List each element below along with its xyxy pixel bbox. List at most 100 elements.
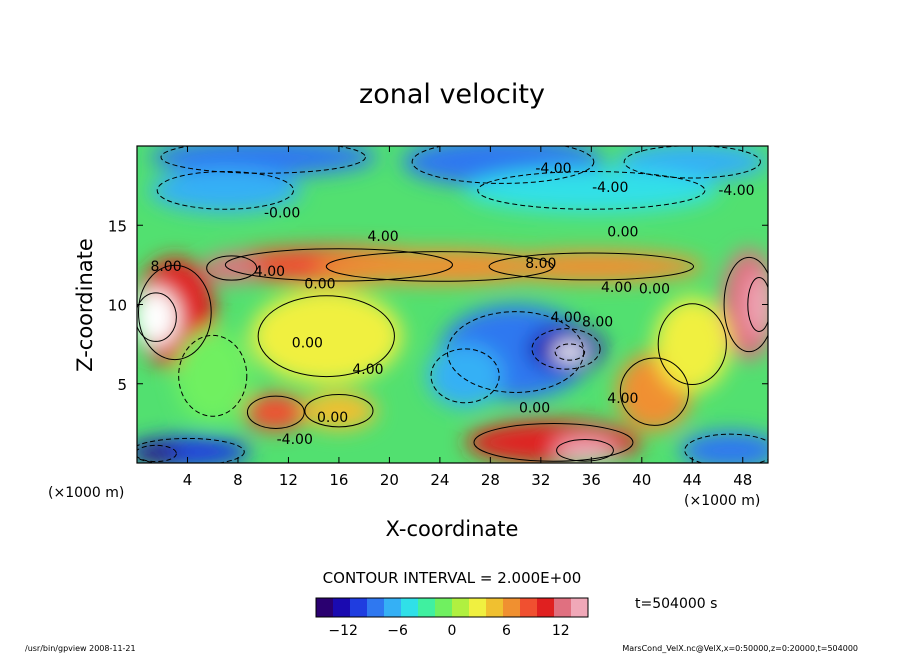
contour-line-17 (246, 395, 305, 429)
field-blob-24 (679, 431, 768, 463)
contour-line-16 (430, 348, 500, 404)
field-blob-25 (250, 288, 403, 384)
contour-label-2: -4.00 (718, 183, 754, 199)
contour-label-1: -4.00 (592, 180, 628, 196)
contour-line-27 (657, 303, 727, 386)
contour-line-4 (477, 171, 706, 210)
contour-line-21 (619, 357, 689, 426)
colorbar-cell-11 (503, 598, 521, 617)
x-tick-label-6: 28 (481, 471, 500, 489)
contour-line-1 (411, 146, 595, 184)
contour-line-3 (156, 171, 294, 210)
contour-line-11 (723, 256, 768, 353)
colorbar-tick-label-0: −12 (328, 623, 358, 639)
colorbar-cell-6 (418, 598, 436, 617)
contour-line-7 (488, 252, 695, 281)
x-tick-label-3: 16 (329, 471, 348, 489)
field-blob-4 (465, 168, 718, 213)
y-axis: 5 10 15 (108, 217, 768, 394)
contour-label-18: 4.00 (607, 391, 638, 407)
contour-labels: -4.00-4.00 -4.00-0.004.00 0.008.008.00 4.00… (150, 161, 754, 448)
contour-line-14 (531, 328, 601, 370)
x-tick-label-11: 48 (733, 471, 752, 489)
colorbar-cell-14 (554, 598, 572, 617)
contour-label-5: 0.00 (607, 224, 638, 240)
contour-label-15: 4.00 (352, 362, 383, 378)
field-blob-18 (301, 391, 377, 430)
colorbar-cell-7 (435, 598, 453, 617)
x-axis-label: X-coordinate (386, 517, 519, 541)
contour-line-26 (178, 334, 248, 417)
x-tick-label-5: 24 (430, 471, 449, 489)
colorbar-cell-15 (571, 598, 589, 617)
contour-line-20 (556, 439, 614, 462)
contour-line-12 (747, 277, 768, 332)
colorbar-cell-10 (486, 598, 504, 617)
contour-line-10 (137, 292, 177, 342)
x-tick-label-9: 40 (632, 471, 651, 489)
chart-title: zonal velocity (359, 79, 545, 110)
contour-lines (137, 146, 768, 463)
colorbar-cell-1 (333, 598, 351, 617)
field-blob-19 (465, 420, 642, 463)
contour-line-2 (623, 146, 761, 179)
contour-label-9: 0.00 (304, 277, 335, 293)
contour-label-7: 8.00 (150, 259, 181, 275)
field-blob-16 (427, 344, 503, 408)
plot-area: -4.00-4.00 -4.00-0.004.00 0.008.008.00 4.00… (137, 146, 768, 463)
colorbar-ticks: −12 −6 0 6 12 (328, 623, 569, 639)
y-tick-label-2: 15 (108, 217, 127, 235)
contour-line-25 (257, 295, 395, 378)
x-unit-label: (×1000 m) (684, 493, 760, 509)
contour-label-6: 8.00 (525, 256, 556, 272)
field-blob-17 (244, 393, 308, 432)
contour-line-8 (206, 255, 258, 281)
contour-interval-text: CONTOUR INTERVAL = 2.000E+00 (323, 569, 582, 587)
x-tick-label-8: 36 (582, 471, 601, 489)
contour-line-19 (473, 423, 634, 462)
colorbar-cell-12 (520, 598, 538, 617)
contour-label-12: 4.00 (550, 310, 581, 326)
colorbar-cell-8 (452, 598, 470, 617)
colorbar-cell-9 (469, 598, 487, 617)
velocity-field (137, 146, 768, 463)
field-blob-12 (746, 272, 768, 337)
contour-line-23 (137, 444, 177, 463)
footer-right: MarsCond_VelX.nc@VelX,x=0:50000,z=0:2000… (622, 644, 858, 653)
contour-label-8: 4.00 (254, 264, 285, 280)
y-tick-label-0: 5 (117, 376, 127, 394)
contour-line-0 (160, 146, 366, 174)
colorbar-tick-label-1: −6 (387, 623, 408, 639)
contour-line-18 (304, 394, 374, 428)
contour-label-14: 0.00 (292, 335, 323, 351)
colorbar-cell-2 (350, 598, 368, 617)
field-blob-10 (137, 288, 179, 346)
colorbar-cell-13 (537, 598, 555, 617)
x-tick-label-4: 20 (380, 471, 399, 489)
footer-left: /usr/bin/gpview 2008-11-21 (25, 644, 136, 653)
y-axis-label: Z-coordinate (73, 238, 97, 372)
contour-label-3: -0.00 (264, 205, 300, 221)
contour-line-6 (325, 251, 554, 282)
x-tick-label-1: 8 (233, 471, 243, 489)
x-axis: 4 8 12 16 20 24 28 32 36 40 44 48 (183, 146, 752, 489)
contour-label-11: 0.00 (639, 281, 670, 297)
field-blob-23 (137, 443, 179, 463)
colorbar-cell-3 (367, 598, 385, 617)
contour-line-9 (138, 264, 212, 361)
contour-label-17: 0.00 (519, 400, 550, 416)
field-blob-15 (553, 342, 587, 362)
x-tick-label-0: 4 (183, 471, 193, 489)
y-tick-label-1: 10 (108, 297, 127, 315)
contour-label-13: 8.00 (582, 315, 613, 331)
colorbar-frame (315, 597, 589, 618)
field-blob-20 (553, 437, 617, 463)
contour-line-22 (137, 437, 245, 463)
colorbar (315, 597, 589, 618)
field-blob-8 (203, 253, 260, 283)
contour-line-24 (684, 433, 768, 463)
contour-line-13 (446, 311, 585, 393)
contour-label-0: -4.00 (535, 161, 571, 177)
colorbar-tick-label-4: 12 (552, 623, 570, 639)
